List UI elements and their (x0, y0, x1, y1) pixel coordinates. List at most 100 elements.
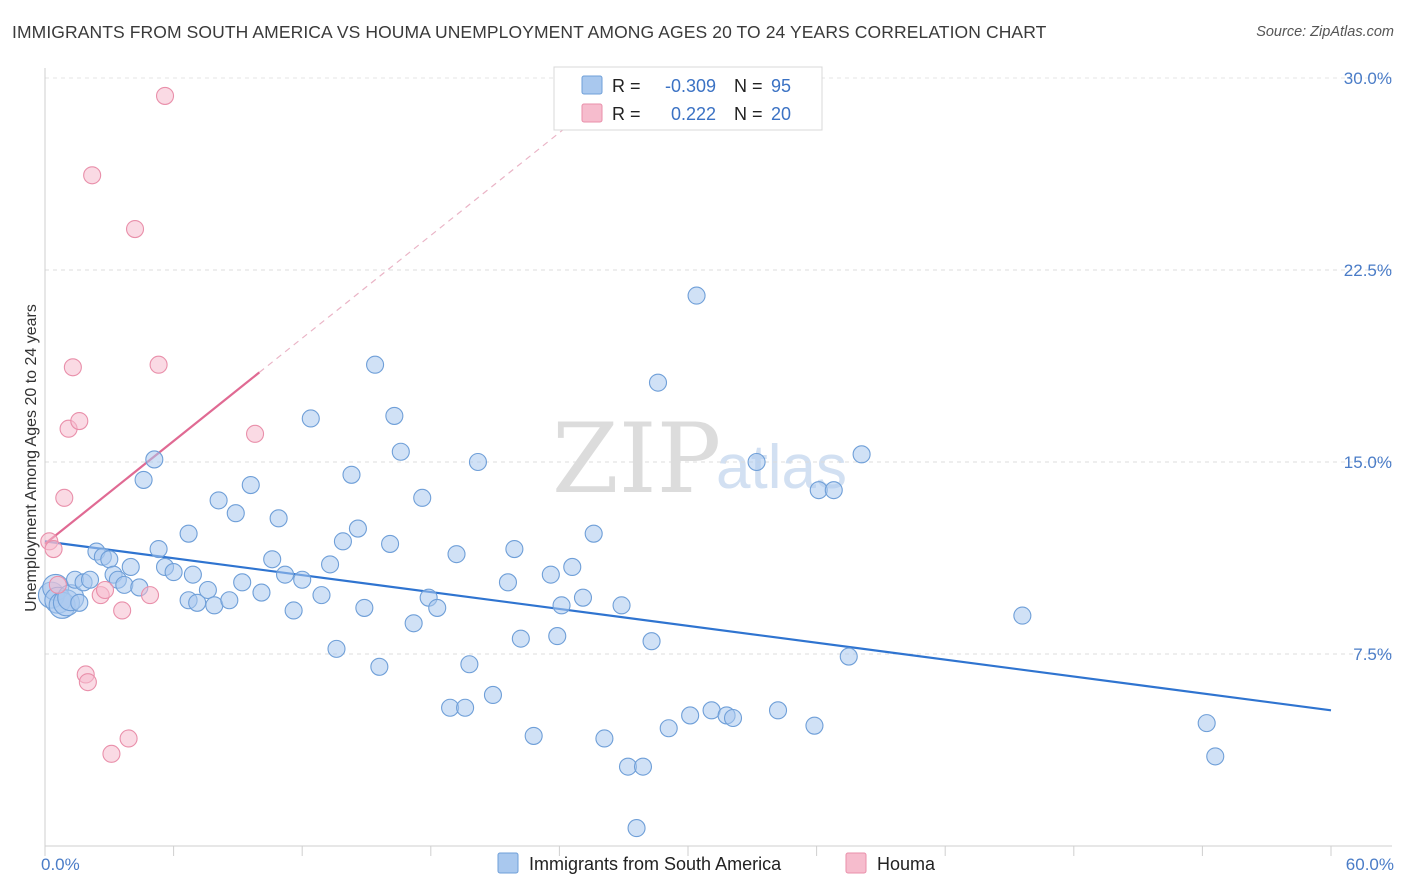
legend-label-houma: Houma (877, 854, 936, 874)
point-south-america (404, 614, 423, 633)
point-houma (245, 424, 265, 443)
point-houma (55, 488, 74, 507)
point-houma (155, 86, 175, 105)
point-south-america (164, 563, 183, 582)
point-houma (102, 744, 121, 763)
y-tick-label: 7.5% (1353, 645, 1392, 664)
watermark: ZIP atlas (552, 403, 847, 515)
point-south-america (642, 632, 661, 651)
point-south-america (552, 596, 571, 615)
x-tick-label: 60.0% (1346, 855, 1394, 874)
point-south-america (134, 470, 153, 489)
point-south-america (768, 701, 788, 720)
point-houma (78, 673, 97, 692)
point-south-america (293, 570, 312, 589)
point-south-america (179, 524, 198, 543)
point-south-america (70, 593, 89, 612)
point-south-america (198, 580, 217, 600)
legend-label-south-america: Immigrants from South America (529, 854, 782, 874)
point-south-america (205, 596, 224, 615)
point-south-america (468, 452, 488, 472)
point-south-america (659, 719, 678, 738)
point-south-america (348, 519, 367, 538)
point-south-america (413, 488, 432, 507)
point-south-america (312, 586, 331, 605)
point-south-america (505, 539, 524, 559)
point-south-america (226, 504, 245, 523)
point-houma (70, 411, 89, 431)
point-south-america (1013, 606, 1032, 625)
point-south-america (381, 534, 400, 553)
y-tick-label: 30.0% (1344, 69, 1392, 88)
point-south-america (524, 726, 543, 745)
x-tick-label: 0.0% (41, 855, 80, 874)
chart-title: IMMIGRANTS FROM SOUTH AMERICA VS HOUMA U… (12, 22, 1047, 42)
legend-swatch-south-america (497, 852, 519, 874)
point-south-america (321, 555, 340, 574)
point-south-america (370, 657, 389, 676)
trendline-houma-extension (258, 123, 571, 373)
point-south-america (809, 481, 828, 500)
point-south-america (276, 565, 295, 584)
point-south-america (633, 757, 653, 776)
point-south-america (263, 550, 282, 569)
point-south-america (824, 481, 843, 500)
point-south-america (460, 655, 479, 674)
point-south-america (681, 706, 700, 725)
point-south-america (573, 588, 593, 607)
point-south-america (121, 557, 140, 577)
point-south-america (100, 550, 119, 569)
point-houma (140, 586, 160, 605)
point-south-america (333, 532, 352, 551)
point-south-america (269, 509, 288, 528)
stats-r-label-1: R = (612, 76, 641, 96)
point-south-america (563, 557, 582, 577)
stats-n-label-1: N = (734, 76, 763, 96)
point-south-america (441, 698, 460, 717)
point-south-america (220, 591, 239, 610)
point-houma (83, 166, 102, 185)
point-south-america (342, 465, 361, 484)
stats-legend: R = -0.309 N = 95 R = 0.222 N = 20 (553, 66, 823, 131)
point-south-america (648, 373, 668, 392)
point-south-america (209, 491, 228, 510)
point-south-america (702, 701, 721, 720)
point-houma (95, 580, 115, 600)
point-south-america (1197, 714, 1216, 733)
y-axis-title: Unemployment Among Ages 20 to 24 years (23, 304, 40, 612)
point-south-america (366, 355, 385, 374)
point-houma (149, 355, 168, 374)
point-south-america (327, 639, 346, 658)
point-south-america (456, 698, 475, 717)
tick-labels: 7.5% 15.0% 22.5% 30.0% 0.0% 60.0% (41, 69, 1394, 874)
point-south-america (233, 573, 252, 592)
point-south-america (80, 570, 100, 589)
point-south-america (115, 575, 134, 594)
stats-swatch-south-america (581, 75, 603, 95)
point-south-america (149, 539, 168, 559)
point-south-america (301, 409, 320, 428)
point-south-america (723, 708, 743, 728)
point-south-america (839, 647, 858, 666)
point-south-america (584, 524, 603, 543)
point-south-america (1206, 747, 1225, 766)
data-points (37, 86, 1225, 838)
point-houma (63, 358, 82, 377)
point-south-america (612, 596, 631, 615)
point-south-america (498, 573, 518, 592)
point-south-america (852, 445, 871, 464)
point-south-america (284, 601, 303, 620)
point-south-america (447, 545, 466, 564)
y-tick-label: 15.0% (1344, 453, 1392, 472)
stats-r-value-2: 0.222 (671, 104, 716, 124)
point-south-america (355, 598, 374, 617)
legend-swatch-houma (845, 852, 867, 874)
point-south-america (595, 729, 614, 748)
point-south-america (483, 685, 503, 705)
stats-r-label-2: R = (612, 104, 641, 124)
trendline-south-america (44, 540, 1332, 712)
stats-n-value-1: 95 (771, 76, 791, 96)
point-houma (44, 539, 63, 559)
point-south-america (241, 475, 260, 495)
